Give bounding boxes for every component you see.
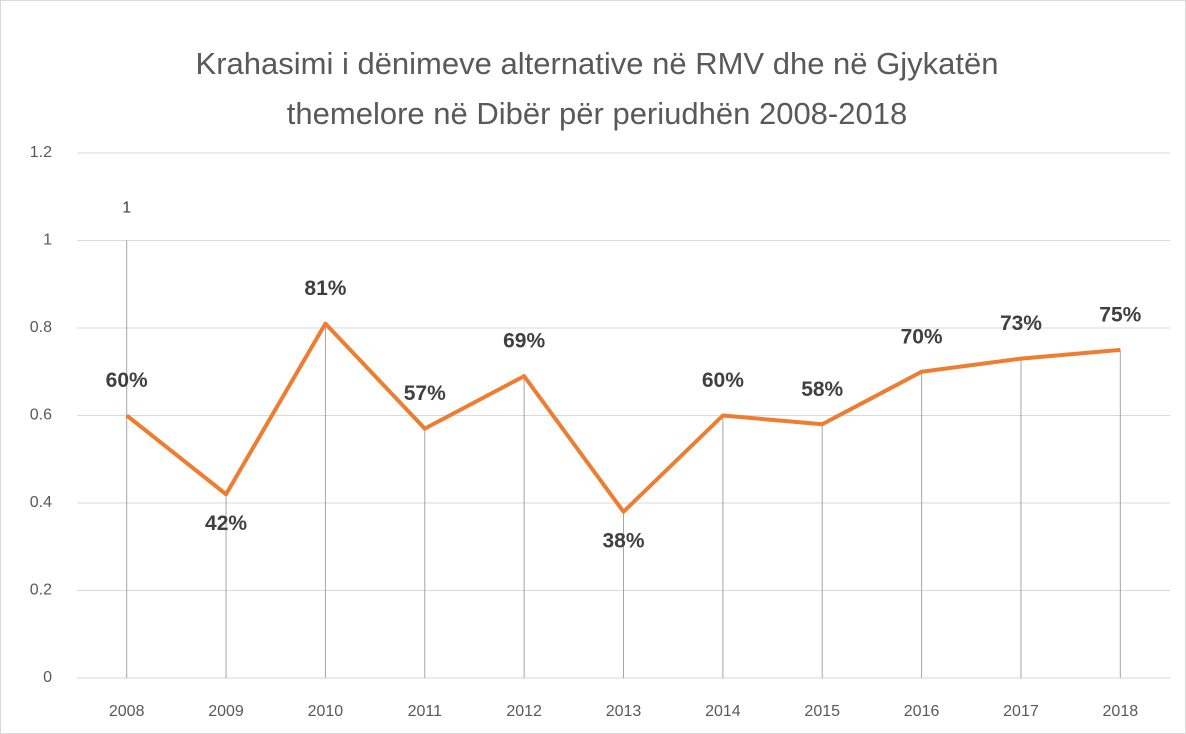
x-tick-label: 2013 [606, 703, 642, 720]
y-tick-label: 1 [43, 232, 52, 249]
data-label: 70% [901, 325, 943, 348]
data-label: 75% [1099, 303, 1141, 326]
x-tick-label: 2010 [308, 703, 344, 720]
y-tick-label: 0 [43, 669, 52, 686]
line-series [125, 321, 1121, 514]
chart-title: themelore në Dibër për periudhën 2008-20… [287, 96, 907, 131]
x-tick-label: 2009 [208, 703, 244, 720]
y-tick-label: 0.6 [30, 407, 52, 424]
x-tick-label: 2011 [408, 703, 443, 720]
x-tick-label: 2017 [1003, 703, 1039, 720]
data-label: 58% [801, 378, 843, 401]
data-label: 42% [205, 512, 247, 535]
data-label: 60% [106, 369, 148, 392]
x-tick-label: 2014 [705, 703, 741, 720]
x-tick-label: 2008 [109, 703, 145, 720]
chart-title: Krahasimi i dënimeve alternative në RMV … [196, 46, 999, 81]
y-tick-label: 1.2 [30, 144, 52, 161]
x-tick-label: 2012 [506, 703, 542, 720]
data-label: 81% [304, 277, 346, 300]
annotation: 1 [122, 200, 131, 217]
x-tick-label: 2015 [804, 703, 840, 720]
y-tick-label: 0.8 [30, 319, 52, 336]
data-label: 73% [1000, 312, 1042, 335]
y-tick-label: 0.2 [30, 582, 52, 599]
data-label: 57% [404, 382, 446, 405]
data-label: 60% [702, 369, 744, 392]
data-label: 38% [602, 529, 644, 552]
data-label: 69% [503, 330, 545, 353]
y-tick-label: 0.4 [30, 494, 52, 511]
x-tick-label: 2016 [904, 703, 940, 720]
x-tick-label: 2018 [1103, 703, 1139, 720]
